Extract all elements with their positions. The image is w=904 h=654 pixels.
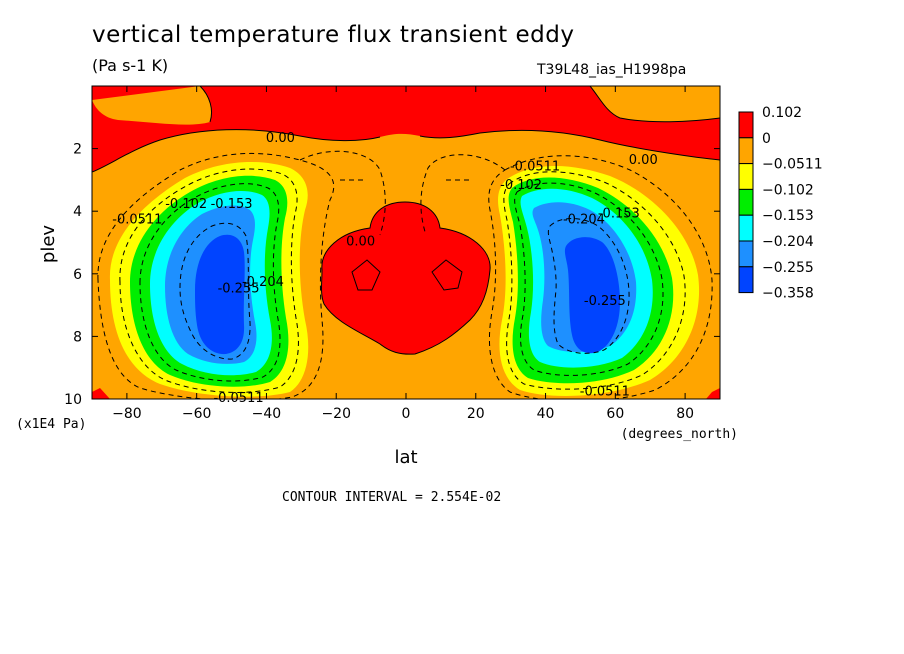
x-tick-label: −20 [321,406,351,422]
contour-label: -0.0511 [510,159,560,174]
contour-labels: 0.000.000.00-0.0511-0.102 -0.153-0.255-0.… [112,131,658,406]
y-axis-label: plev [38,225,59,264]
legend-label: −0.102 [762,182,814,198]
y-axis-units: (x1E4 Pa) [16,417,86,432]
x-tick-label: 40 [537,406,555,422]
contour-label: -0.204 [563,213,605,228]
y-tick-label: 4 [73,204,82,220]
contour-label: -0.102 [165,197,207,212]
contour-lines [92,86,720,399]
legend-label: 0.102 [762,105,802,121]
run-label: T39L48_ias_H1998pa [537,62,687,78]
filled-contours [92,86,720,399]
zero-contour-top-right [589,86,720,123]
fill-top-red [92,86,720,172]
legend-swatch [738,188,754,216]
x-tick-label: 60 [606,406,624,422]
dashed-right-outer [488,155,713,399]
x-axis-units: (degrees_north) [621,427,738,442]
legend-label: −0.204 [762,234,814,250]
legend-label: −0.358 [762,286,814,302]
contour-label: -0.153 [211,197,253,212]
chart-title: vertical temperature flux transient eddy [92,22,575,48]
dashed-left-2 [119,168,299,393]
dashed-center-right [420,154,506,236]
y-tick-label: 2 [73,142,82,158]
color-legend: 0.102 0 −0.0511 −0.102 −0.153 −0.204 −0.255 −0.… [738,105,823,302]
zero-contour-top-left [199,86,213,123]
legend-swatch [738,240,754,268]
contour-label: -0.153 [598,206,640,221]
dashed-right-4 [547,218,630,354]
legend-swatch [738,266,754,294]
fill-bottom-right-red [706,388,720,399]
contour-label: -0.102 [500,178,542,193]
legend-label: −0.255 [762,260,814,276]
y-tick-label: 10 [64,392,82,408]
fill-center-red [321,202,491,355]
fill-bottom-left-red [92,388,110,399]
legend-label: −0.0511 [762,157,823,173]
x-tick-label: −40 [252,406,282,422]
legend-swatch [738,111,754,139]
fill-left-core [195,234,245,355]
x-axis-label: lat [394,447,417,468]
zero-contour-right [419,129,720,161]
dashed-right-3 [514,182,664,376]
x-axis: −80 −60 −40 −20 0 20 40 60 80 [112,86,694,422]
zero-contour-left [92,129,381,173]
chart-units: (Pa s-1 K) [92,56,169,75]
fill-top-right-gap [590,86,720,122]
x-tick-label: 20 [467,406,485,422]
contour-label: 0.00 [346,235,375,250]
y-tick-label: 6 [73,267,82,283]
contour-label: -0.0511 [112,213,162,228]
contour-label: 0.00 [266,131,295,146]
contour-label: -0.0511 [213,391,263,406]
contour-label: -0.255 [584,294,626,309]
contour-interval: CONTOUR INTERVAL = 2.554E-02 [282,490,502,505]
legend-label: 0 [762,131,771,147]
legend-swatch [738,137,754,165]
x-tick-label: 0 [402,406,411,422]
y-tick-label: 8 [73,329,82,345]
negative-contours [97,150,713,399]
dashed-center-left [299,150,386,236]
dashed-right-2 [503,171,686,390]
contour-small-left [351,259,381,291]
zero-contour-center [321,201,491,355]
fill-right-core [564,237,620,354]
y-axis: 2 4 6 8 10 [64,142,720,408]
contour-label: -0.255 [218,281,260,296]
contour-label: -0.204 [242,275,284,290]
x-tick-label: −80 [112,406,142,422]
dashed-left-3 [139,183,281,382]
dashed-left-4 [179,222,251,360]
fill-top-left-gap [92,86,212,125]
x-tick-label: 80 [676,406,694,422]
contour-label: 0.00 [629,153,658,168]
contour-label: -0.0511 [580,385,630,400]
x-tick-label: −60 [182,406,212,422]
legend-swatch [738,214,754,242]
dashed-left-outer [97,152,335,399]
legend-swatch [738,163,754,190]
contour-small-right [431,259,463,291]
legend-label: −0.153 [762,208,814,224]
